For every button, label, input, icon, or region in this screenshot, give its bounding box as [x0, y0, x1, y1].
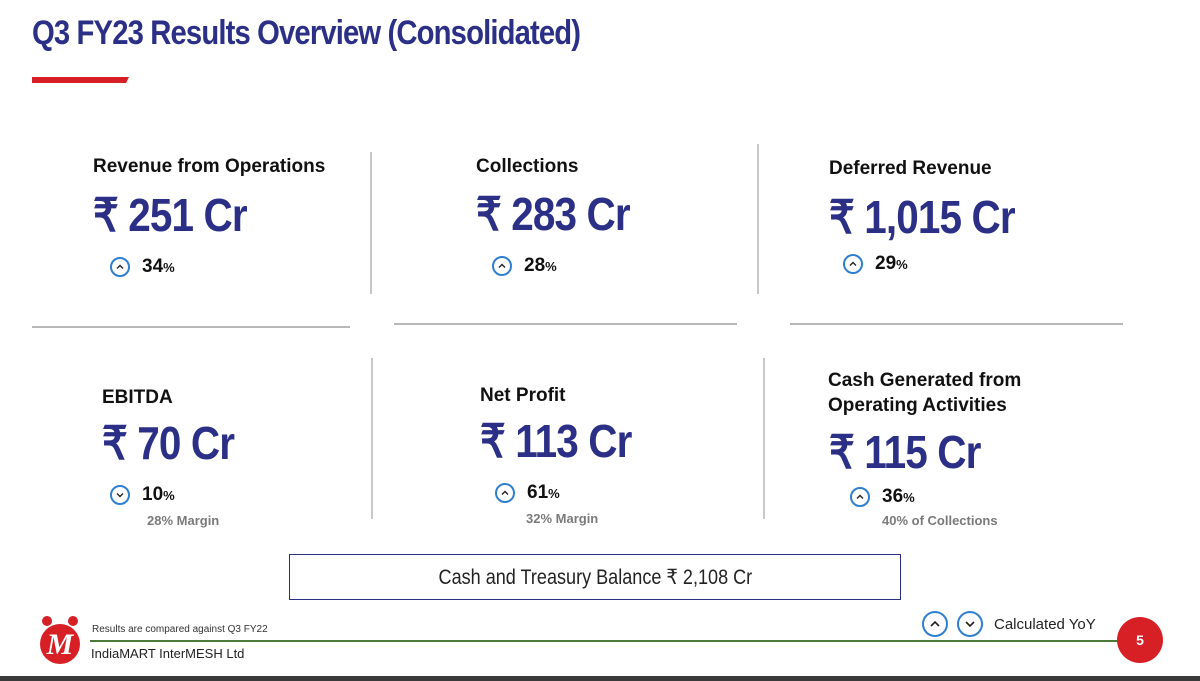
company-name: IndiaMART InterMESH Ltd	[91, 646, 245, 661]
metric-label: EBITDA	[102, 387, 173, 408]
metric-note: 32% Margin	[526, 511, 599, 526]
page-title: Q3 FY23 Results Overview (Consolidated)	[32, 14, 581, 52]
metric-value: ₹ 70 Cr	[102, 417, 235, 469]
change-value: 29	[875, 253, 897, 274]
chevron-up-circle-icon	[850, 487, 870, 507]
bottom-edge	[0, 676, 1200, 681]
change-unit: %	[545, 258, 557, 274]
metric-value: ₹ 113 Cr	[480, 415, 632, 467]
change-unit: %	[903, 489, 915, 505]
metric-value: ₹ 115 Cr	[829, 426, 981, 478]
metric-change: 34%	[110, 256, 175, 278]
vertical-divider	[757, 144, 759, 294]
change-value: 36	[882, 486, 904, 507]
metric-label: Deferred Revenue	[829, 158, 992, 179]
footer-line	[90, 640, 1120, 642]
horizontal-divider	[394, 323, 737, 325]
chevron-up-circle-icon	[495, 483, 515, 503]
metric-label: Operating Activities	[828, 395, 1007, 416]
metric-note: 40% of Collections	[882, 513, 998, 528]
change-unit: %	[163, 487, 175, 503]
change-value: 61	[527, 482, 549, 503]
metric-change: 29%	[843, 253, 908, 275]
page-number: 5	[1117, 617, 1163, 663]
metric-label: Net Profit	[480, 385, 566, 406]
vertical-divider	[371, 358, 373, 519]
metric-change: 28%	[492, 255, 557, 277]
metric-label: Cash Generated from	[828, 370, 1022, 391]
metric-label: Revenue from Operations	[93, 156, 326, 177]
legend: Calculated YoY	[922, 611, 1096, 637]
chevron-up-circle-icon	[922, 611, 948, 637]
chevron-up-circle-icon	[492, 256, 512, 276]
vertical-divider	[370, 152, 372, 294]
chevron-up-circle-icon	[843, 254, 863, 274]
cash-treasury-box: Cash and Treasury Balance ₹ 2,108 Cr	[289, 554, 901, 600]
footnote: Results are compared against Q3 FY22	[92, 624, 268, 635]
change-unit: %	[896, 256, 908, 272]
chevron-down-circle-icon	[110, 485, 130, 505]
metric-value: ₹ 283 Cr	[476, 188, 631, 240]
change-unit: %	[163, 259, 175, 275]
metric-value: ₹ 1,015 Cr	[829, 191, 1016, 243]
change-value: 28	[524, 255, 546, 276]
metric-change: 36%	[850, 486, 915, 508]
chevron-down-circle-icon	[957, 611, 983, 637]
metric-label: Collections	[476, 156, 579, 177]
horizontal-divider	[790, 323, 1123, 325]
metric-value: ₹ 251 Cr	[93, 189, 248, 241]
change-value: 10	[142, 484, 164, 505]
legend-label: Calculated YoY	[994, 615, 1096, 633]
metric-note: 28% Margin	[147, 513, 220, 528]
cash-treasury-text: Cash and Treasury Balance ₹ 2,108 Cr	[438, 565, 752, 589]
svg-text:M: M	[46, 628, 75, 661]
metric-change: 61%	[495, 482, 560, 504]
change-value: 34	[142, 256, 164, 277]
chevron-up-circle-icon	[110, 257, 130, 277]
horizontal-divider	[32, 326, 350, 328]
metric-change: 10%	[110, 484, 175, 506]
indiamart-logo: M	[33, 613, 87, 667]
vertical-divider	[763, 358, 765, 519]
title-underline	[32, 77, 129, 83]
change-unit: %	[548, 485, 560, 501]
